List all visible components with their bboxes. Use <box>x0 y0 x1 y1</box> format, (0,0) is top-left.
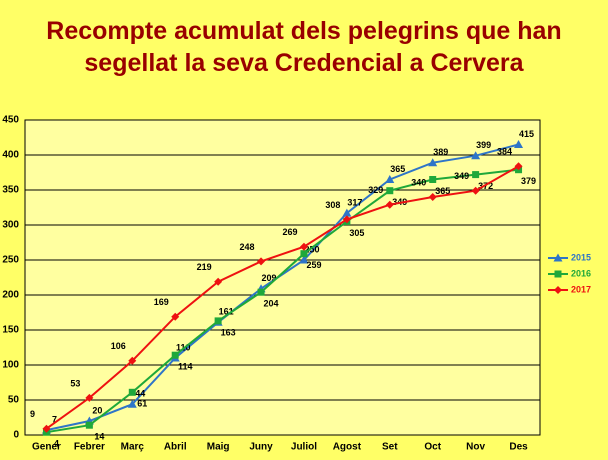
point <box>299 255 309 264</box>
y-tick-label: 150 <box>2 325 19 336</box>
point <box>128 388 136 396</box>
point <box>171 312 180 321</box>
y-tick-label: 200 <box>2 290 19 301</box>
data-label: 163 <box>221 327 236 337</box>
x-tick-label: Maig <box>207 442 230 453</box>
data-label: 219 <box>197 262 212 272</box>
data-label: 308 <box>325 200 340 210</box>
data-label: 114 <box>178 362 193 372</box>
point <box>257 257 266 266</box>
data-label: 53 <box>70 378 80 388</box>
y-tick-label: 450 <box>2 115 19 126</box>
data-label: 44 <box>135 389 145 399</box>
point <box>385 200 394 209</box>
data-label: 161 <box>219 307 234 317</box>
data-label: 399 <box>476 140 491 150</box>
data-label: 7 <box>52 414 57 424</box>
data-label: 110 <box>176 342 191 352</box>
series-line <box>46 143 519 432</box>
x-tick-label: Oct <box>424 442 441 453</box>
x-tick-label: Des <box>509 442 528 453</box>
x-tick-label: Gener <box>32 442 61 453</box>
data-label: 106 <box>111 341 126 351</box>
x-tick-label: Set <box>382 442 398 453</box>
y-tick-label: 400 <box>2 150 19 161</box>
x-tick-label: Agost <box>333 442 362 453</box>
x-tick-label: Nov <box>466 442 485 453</box>
point <box>85 393 94 402</box>
point <box>472 171 480 179</box>
point <box>428 193 437 201</box>
data-label: 317 <box>347 197 362 207</box>
y-tick-label: 300 <box>2 220 19 231</box>
point <box>214 317 222 325</box>
data-label: 365 <box>435 186 450 196</box>
point <box>127 399 137 408</box>
y-tick-label: 50 <box>8 395 20 406</box>
data-label: 204 <box>264 299 279 309</box>
data-label: 4 <box>54 439 59 449</box>
point <box>471 186 480 195</box>
data-label: 269 <box>282 227 297 237</box>
data-label: 415 <box>519 129 534 139</box>
x-tick-label: Març <box>121 442 145 453</box>
data-label: 365 <box>390 164 405 174</box>
legend-marker <box>554 270 562 278</box>
title-box: Recompte acumulat dels pelegrins que han… <box>46 17 562 77</box>
point <box>171 351 179 359</box>
data-label: 248 <box>240 242 255 252</box>
series-line <box>46 168 519 434</box>
x-tick-label: Abril <box>164 442 187 453</box>
point <box>128 356 137 365</box>
data-label: 169 <box>154 297 169 307</box>
legend-marker <box>553 253 563 262</box>
y-tick-label: 100 <box>2 360 19 371</box>
y-tick-label: 350 <box>2 185 19 196</box>
point <box>514 162 523 171</box>
data-label: 250 <box>304 244 319 254</box>
point <box>429 176 437 183</box>
legend-marker <box>554 286 562 294</box>
data-label: 340 <box>411 177 426 187</box>
data-label: 20 <box>92 405 102 415</box>
data-label: 259 <box>306 260 321 270</box>
data-label: 209 <box>262 273 277 283</box>
point <box>471 151 481 160</box>
series-line <box>45 165 520 430</box>
data-label: 14 <box>94 432 104 442</box>
y-tick-label: 0 <box>13 430 19 441</box>
data-label: 384 <box>497 147 512 157</box>
legend-label: 2015 <box>571 252 591 262</box>
y-tick-label: 250 <box>2 255 19 266</box>
point <box>42 424 51 433</box>
x-tick-label: Juliol <box>291 442 317 453</box>
point <box>428 158 438 167</box>
point <box>257 288 265 296</box>
data-label: 329 <box>368 185 383 195</box>
legend-label: 2017 <box>571 284 591 294</box>
data-label: 349 <box>454 171 469 181</box>
point <box>342 215 351 224</box>
point <box>214 277 223 286</box>
point <box>385 175 395 183</box>
data-label: 9 <box>30 409 35 419</box>
point <box>342 208 352 217</box>
plot-area <box>24 119 541 436</box>
legend-label: 2016 <box>571 268 591 278</box>
data-label: 305 <box>349 228 364 238</box>
x-tick-label: Febrer <box>74 442 105 453</box>
chart-title: Recompte acumulat dels pelegrins que han… <box>46 17 562 77</box>
x-tick-label: Juny <box>249 442 273 453</box>
point <box>386 187 394 195</box>
point <box>299 242 308 251</box>
data-label: 61 <box>137 399 147 409</box>
data-label: 389 <box>433 147 448 157</box>
point <box>514 140 524 148</box>
data-label: 379 <box>521 176 536 186</box>
point <box>300 250 308 258</box>
point <box>85 421 93 429</box>
